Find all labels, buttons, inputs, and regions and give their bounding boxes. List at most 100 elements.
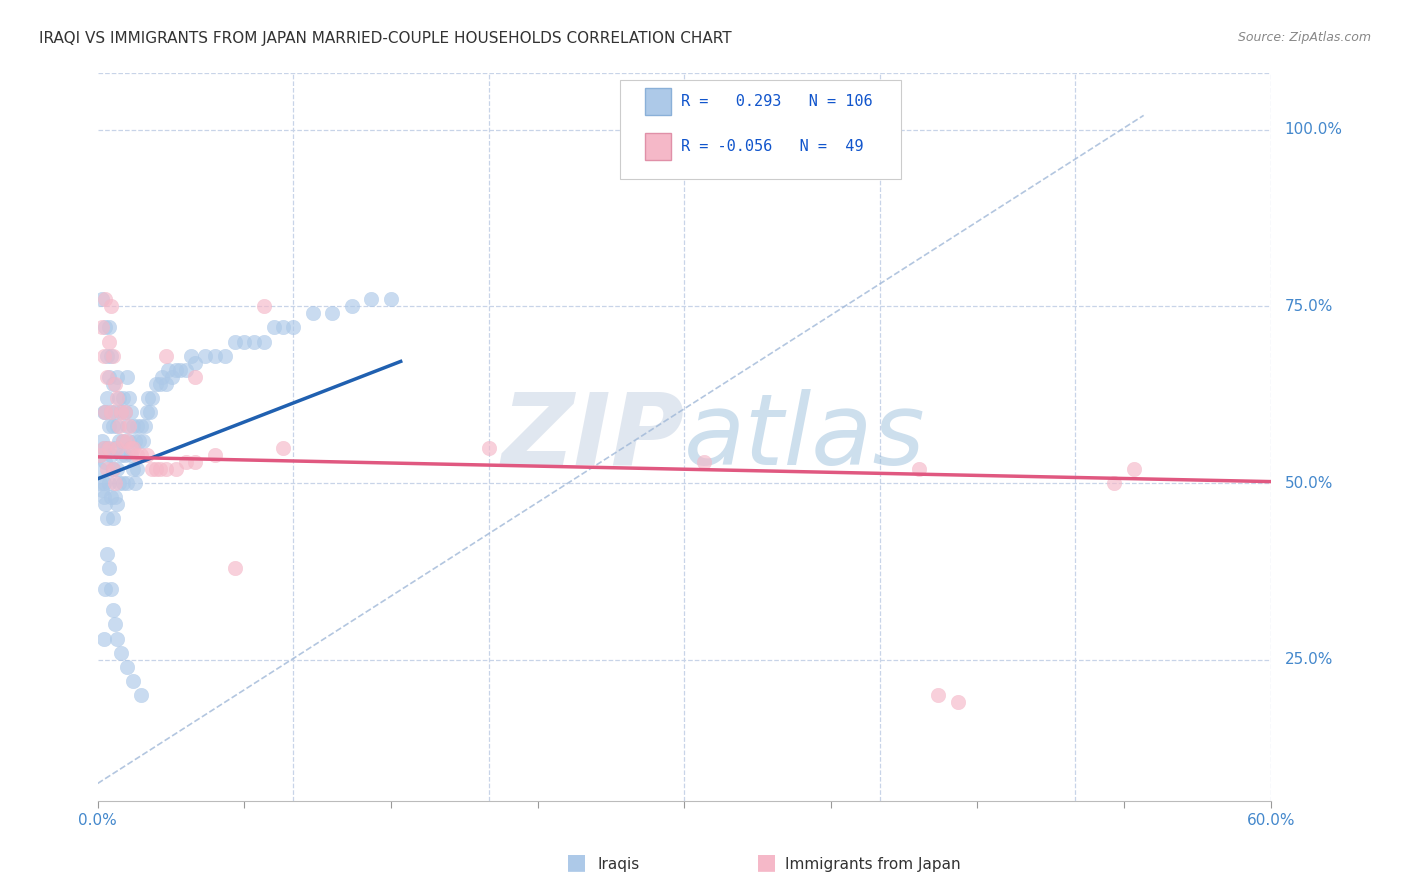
Point: [89, 462, 111, 476]
Point: [112, 475, 135, 490]
Point: [98, 441, 121, 455]
Point: [145, 377, 167, 392]
Point: [204, 349, 226, 363]
Point: [138, 391, 160, 405]
Point: [115, 419, 138, 434]
Point: [105, 419, 128, 434]
Point: [141, 391, 163, 405]
Point: [204, 448, 226, 462]
Point: [165, 363, 187, 377]
Point: [96, 441, 118, 455]
Point: [224, 334, 246, 349]
Point: [118, 419, 141, 434]
Text: Iraqis: Iraqis: [598, 857, 640, 872]
Point: [96, 370, 118, 384]
Point: [112, 391, 135, 405]
Point: [93, 441, 115, 455]
Point: [100, 405, 122, 419]
Point: [125, 448, 148, 462]
Point: [115, 434, 138, 448]
Point: [115, 475, 138, 490]
Point: [135, 405, 157, 419]
Point: [104, 377, 127, 392]
Point: [128, 434, 150, 448]
Point: [157, 363, 180, 377]
Point: [253, 299, 276, 313]
Point: [155, 377, 177, 392]
Point: [139, 405, 162, 419]
Point: [194, 349, 217, 363]
Point: [114, 405, 136, 419]
Point: [360, 292, 382, 306]
Point: [149, 377, 172, 392]
Point: [108, 391, 131, 405]
Point: [94, 292, 117, 306]
Point: [1104, 475, 1126, 490]
Point: [105, 391, 128, 405]
Text: ■: ■: [756, 853, 776, 872]
Point: [93, 441, 115, 455]
Point: [180, 349, 202, 363]
Point: [105, 370, 128, 384]
Text: atlas: atlas: [685, 389, 925, 485]
Point: [155, 349, 177, 363]
Point: [90, 320, 112, 334]
Point: [160, 370, 183, 384]
Point: [120, 405, 142, 419]
Point: [90, 483, 112, 497]
Point: [98, 561, 121, 575]
Text: Source: ZipAtlas.com: Source: ZipAtlas.com: [1237, 31, 1371, 45]
Point: [907, 462, 929, 476]
Point: [103, 511, 125, 525]
Point: [96, 391, 118, 405]
Point: [93, 405, 115, 419]
Point: [98, 334, 121, 349]
Text: 75.0%: 75.0%: [1285, 299, 1333, 314]
Point: [145, 462, 167, 476]
Point: [135, 448, 157, 462]
Point: [90, 434, 112, 448]
Point: [98, 475, 121, 490]
Point: [98, 419, 121, 434]
Point: [124, 475, 146, 490]
Point: [104, 475, 127, 490]
Point: [124, 434, 146, 448]
Point: [125, 462, 148, 476]
Point: [120, 448, 142, 462]
Point: [110, 646, 132, 660]
Point: [253, 334, 276, 349]
Point: [98, 320, 121, 334]
Point: [100, 349, 122, 363]
Point: [301, 306, 323, 320]
Point: [105, 497, 128, 511]
Point: [93, 475, 115, 490]
Point: [184, 370, 207, 384]
Point: [121, 462, 143, 476]
Text: Immigrants from Japan: Immigrants from Japan: [785, 857, 960, 872]
Point: [129, 448, 152, 462]
Point: [321, 306, 343, 320]
Point: [104, 617, 127, 632]
Point: [104, 405, 127, 419]
Point: [110, 405, 132, 419]
Point: [110, 405, 132, 419]
Point: [120, 441, 142, 455]
Point: [184, 356, 207, 370]
Point: [100, 405, 122, 419]
Point: [380, 292, 402, 306]
Point: [94, 497, 117, 511]
Point: [129, 688, 152, 702]
Point: [104, 441, 127, 455]
Point: [108, 475, 131, 490]
Point: [96, 511, 118, 525]
Point: [103, 377, 125, 392]
Text: IRAQI VS IMMIGRANTS FROM JAPAN MARRIED-COUPLE HOUSEHOLDS CORRELATION CHART: IRAQI VS IMMIGRANTS FROM JAPAN MARRIED-C…: [39, 31, 733, 46]
Point: [100, 299, 122, 313]
Point: [273, 441, 295, 455]
Point: [224, 561, 246, 575]
Text: ZIP: ZIP: [501, 389, 685, 485]
Point: [104, 490, 127, 504]
Point: [90, 292, 112, 306]
Point: [121, 419, 143, 434]
Point: [108, 419, 131, 434]
